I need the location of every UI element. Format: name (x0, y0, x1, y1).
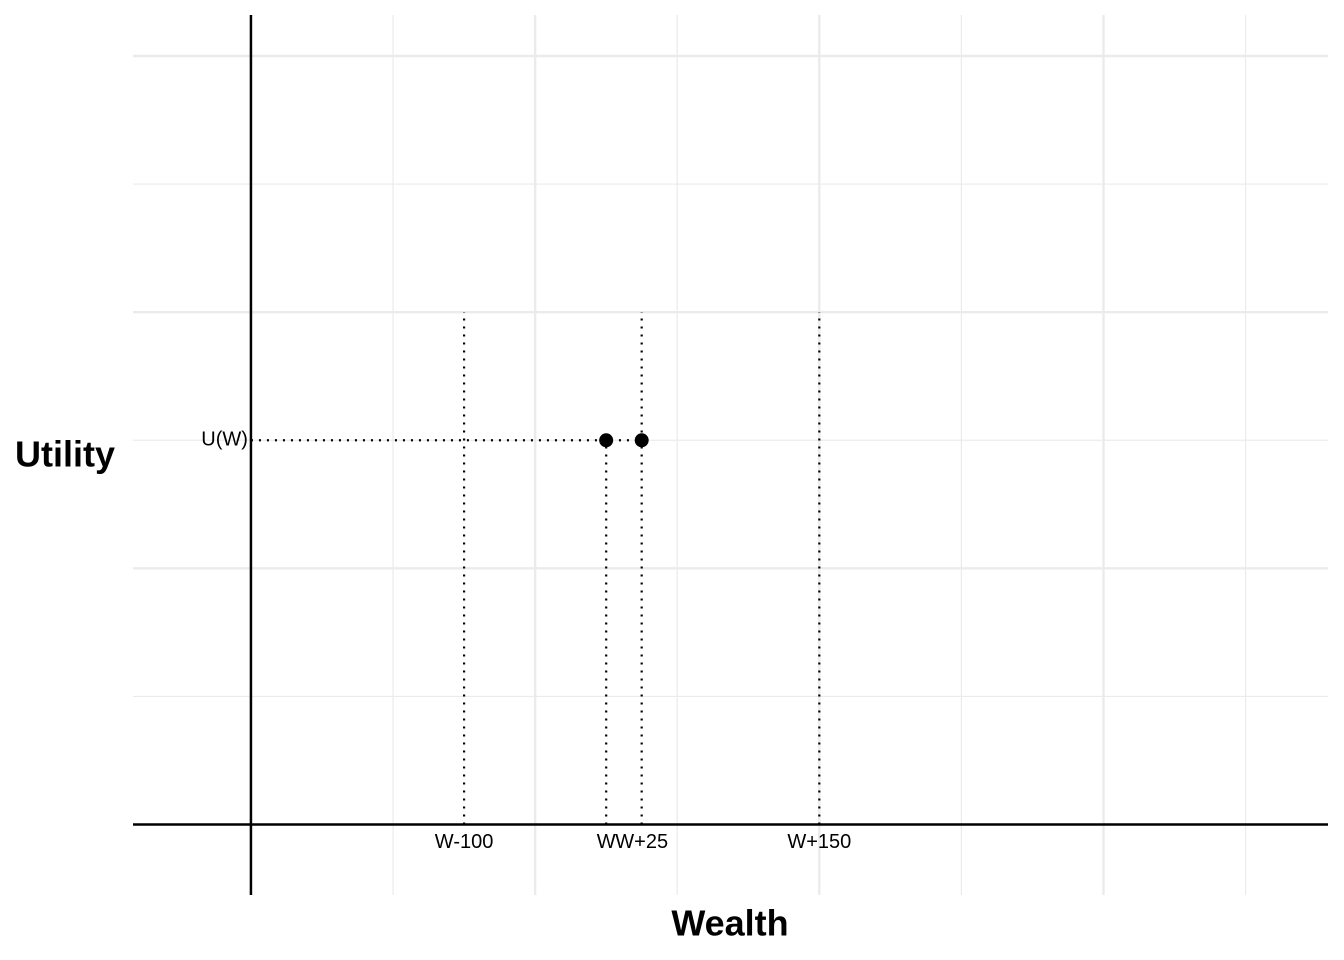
point (634, 433, 649, 448)
x-tick-label: W+25 (615, 831, 668, 853)
y-axis-label: Utility (15, 434, 115, 475)
point (599, 433, 614, 448)
x-axis-label: Wealth (671, 903, 788, 944)
y-tick-label: U(W) (201, 429, 248, 451)
x-tick-label: W (597, 831, 616, 853)
x-tick-label: W+150 (787, 831, 851, 853)
x-tick-label: W-100 (435, 831, 494, 853)
